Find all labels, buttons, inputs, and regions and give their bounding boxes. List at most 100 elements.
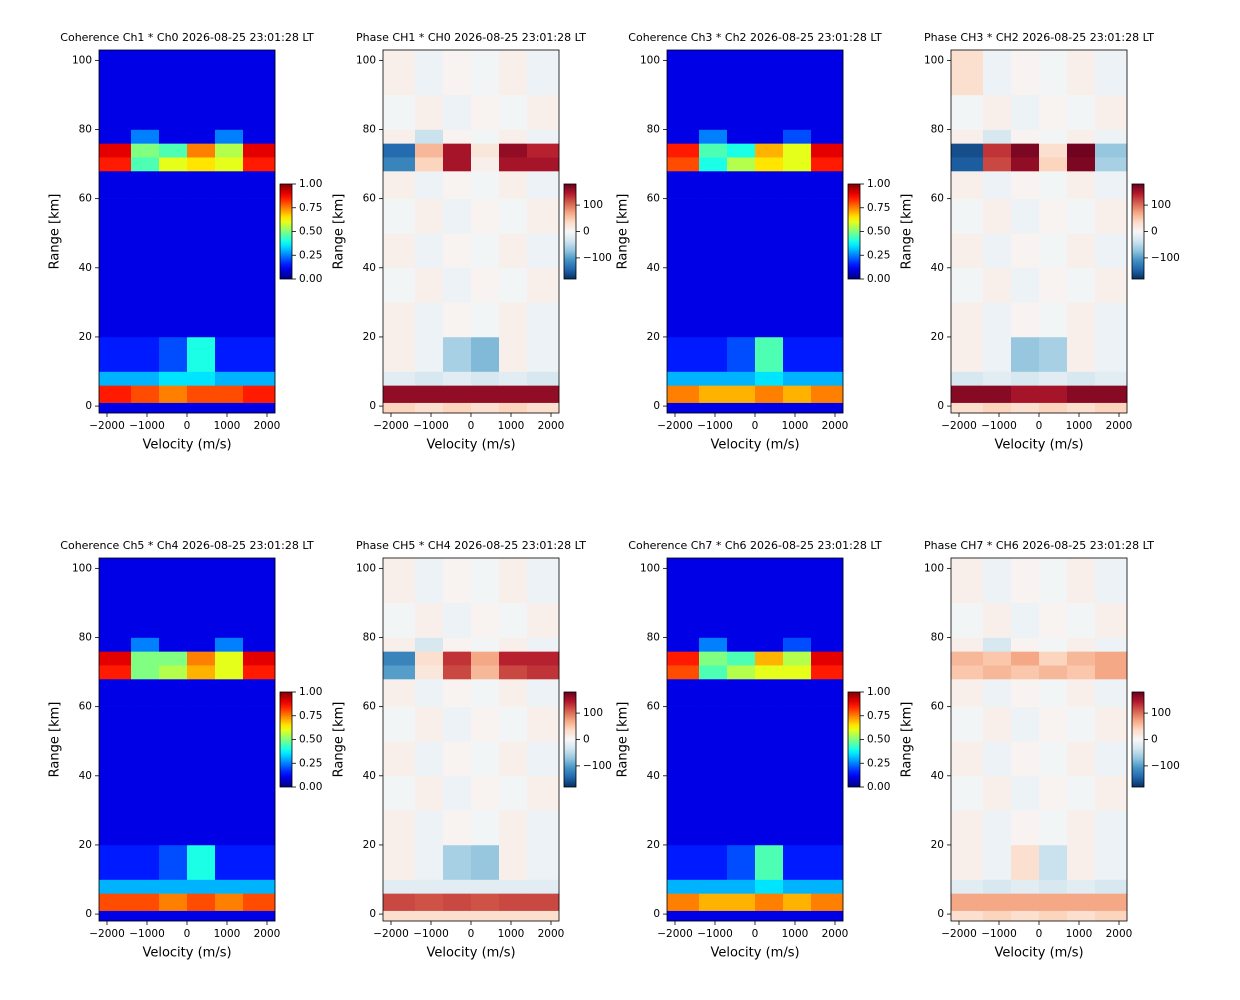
heatmap-cell (99, 198, 132, 234)
heatmap-cell (187, 651, 216, 666)
heatmap-cell (159, 143, 188, 158)
colorbar-tick-label: 0.75 (299, 202, 322, 214)
subplot-title: Phase CH1 * CH0 2026-08-25 23:01:28 LT (356, 31, 586, 44)
heatmap-cell (415, 50, 444, 96)
subplot-title: Phase CH7 * CH6 2026-08-25 23:01:28 LT (924, 539, 1154, 552)
heatmap-cell (811, 371, 844, 386)
heatmap-cell (755, 637, 784, 652)
heatmap-cell (755, 679, 784, 707)
heatmap-cell (99, 302, 132, 338)
heatmap-cell (415, 879, 444, 894)
heatmap-cell (951, 893, 984, 911)
heatmap-cell (1039, 302, 1068, 338)
heatmap-cell (443, 302, 472, 338)
heatmap-cell (215, 50, 244, 96)
heatmap-cell (499, 558, 528, 604)
heatmap-cell (243, 910, 276, 922)
heatmap-cell (415, 706, 444, 742)
heatmap-cell (159, 50, 188, 96)
heatmap-cell (783, 893, 812, 911)
heatmap-cell (99, 402, 132, 414)
subplot-title: Phase CH3 * CH2 2026-08-25 23:01:28 LT (924, 31, 1154, 44)
heatmap-cell (699, 706, 728, 742)
colorbar (279, 691, 293, 788)
colorbar-tick-label: 0.50 (299, 734, 322, 746)
x-tick-label: −2000 (89, 928, 125, 940)
heatmap-cell (383, 402, 416, 414)
heatmap-cell (159, 879, 188, 894)
heatmap-cell (215, 879, 244, 894)
x-tick-label: 2000 (822, 420, 849, 432)
heatmap-cell (243, 198, 276, 234)
x-tick-label: 1000 (498, 420, 525, 432)
heatmap-cell (1039, 371, 1068, 386)
heatmap-cell (131, 336, 160, 372)
heatmap-cell (667, 94, 700, 130)
colorbar-tick-label: 1.00 (299, 178, 322, 190)
heatmap-cell (243, 94, 276, 130)
subplot-title: Coherence Ch1 * Ch0 2026-08-25 23:01:28 … (60, 31, 314, 44)
heatmap-cell (383, 157, 416, 172)
heatmap-cell (1067, 94, 1096, 130)
heatmap-cell (383, 143, 416, 158)
heatmap-cell (159, 171, 188, 199)
colorbar-tick-label: −100 (583, 760, 612, 772)
heatmap-cell (1095, 198, 1128, 234)
heatmap-cell (1067, 371, 1096, 386)
heatmap-cell (755, 402, 784, 414)
x-tick-label: 0 (1036, 420, 1043, 432)
y-axis-label: Range [km] (900, 194, 915, 270)
heatmap-cell (983, 402, 1012, 414)
heatmap-cell (243, 302, 276, 338)
colorbar (1131, 183, 1145, 280)
heatmap-cell (527, 810, 560, 846)
y-tick-label: 100 (72, 562, 92, 574)
heatmap-cell (727, 810, 756, 846)
heatmap-cell (755, 910, 784, 922)
heatmap-cell (99, 50, 132, 96)
heatmap-cell (159, 336, 188, 372)
heatmap-cell (811, 129, 844, 144)
heatmap-cell (783, 385, 812, 403)
heatmap-cell (131, 157, 160, 172)
heatmap-cell (159, 775, 188, 811)
heatmap-cell (215, 143, 244, 158)
heatmap-cell (471, 129, 500, 144)
heatmap-cell (443, 879, 472, 894)
heatmap-cell (187, 844, 216, 880)
heatmap-cell (499, 637, 528, 652)
heatmap-cell (527, 267, 560, 303)
heatmap-cell (131, 50, 160, 96)
heatmap-cell (415, 637, 444, 652)
heatmap-cell (443, 741, 472, 777)
heatmap-cell (983, 371, 1012, 386)
heatmap-cell (131, 893, 160, 911)
heatmap-cell (1067, 844, 1096, 880)
heatmap-cell (1011, 143, 1040, 158)
heatmap-cell (243, 171, 276, 199)
subplot-title: Phase CH5 * CH4 2026-08-25 23:01:28 LT (356, 539, 586, 552)
heatmap-cell (1067, 50, 1096, 96)
heatmap-cell (1011, 741, 1040, 777)
colorbar-tick-label: 0 (583, 734, 590, 746)
heatmap-cell (499, 741, 528, 777)
y-tick-label: 20 (647, 331, 660, 343)
heatmap-cell (783, 50, 812, 96)
heatmap-cell (951, 651, 984, 666)
heatmap-cell (383, 775, 416, 811)
heatmap-cell (215, 157, 244, 172)
heatmap-cell (783, 602, 812, 638)
heatmap-cell (1039, 94, 1068, 130)
heatmap-cell (699, 741, 728, 777)
heatmap-cell (131, 775, 160, 811)
heatmap-cell (699, 302, 728, 338)
colorbar-tick-label: 0.25 (867, 249, 890, 261)
heatmap-cell (471, 94, 500, 130)
heatmap-cell (1039, 665, 1068, 680)
heatmap-cell (99, 844, 132, 880)
heatmap-cell (159, 706, 188, 742)
heatmap-cell (215, 706, 244, 742)
heatmap-cell (159, 810, 188, 846)
heatmap-cell (811, 558, 844, 604)
heatmap-cell (983, 233, 1012, 269)
